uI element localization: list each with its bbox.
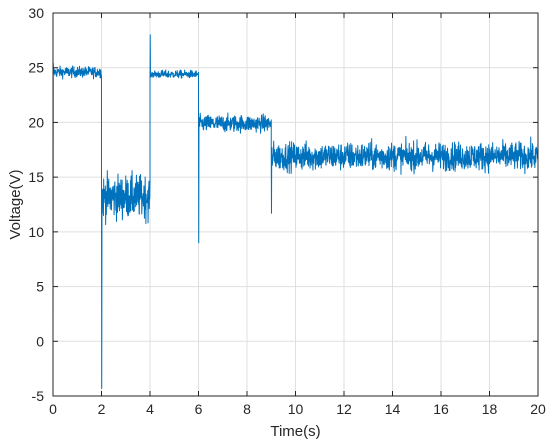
y-tick-label: 15 [28,169,44,185]
x-tick-label: 12 [336,401,352,417]
grid [52,12,539,397]
x-tick-label: 20 [530,401,546,417]
x-tick-label: 4 [146,401,154,417]
series-line-0 [52,34,539,389]
x-tick-labels: 0 2 4 6 8 10 12 14 16 18 20 [49,401,546,417]
y-tick-label: 0 [36,333,44,349]
x-tick-label: 16 [433,401,449,417]
y-axis-label: Voltage(V) [7,169,24,239]
y-tick-label: 30 [28,5,44,21]
y-tick-label: 5 [36,279,44,295]
x-tick-label: 10 [288,401,304,417]
x-tick-label: 6 [195,401,203,417]
series-group [52,34,539,389]
y-tick-label: 25 [28,60,44,76]
y-tick-label: 20 [28,114,44,130]
x-tick-label: 14 [385,401,401,417]
y-tick-labels: -5 0 5 10 15 20 25 30 [28,5,44,404]
y-tick-label: 10 [28,224,44,240]
x-tick-label: 8 [243,401,251,417]
x-tick-label: 18 [482,401,498,417]
x-tick-label: 2 [98,401,106,417]
x-tick-label: 0 [49,401,57,417]
x-axis-label: Time(s) [270,423,320,440]
y-tick-label: -5 [32,388,45,404]
ticks [52,12,539,397]
